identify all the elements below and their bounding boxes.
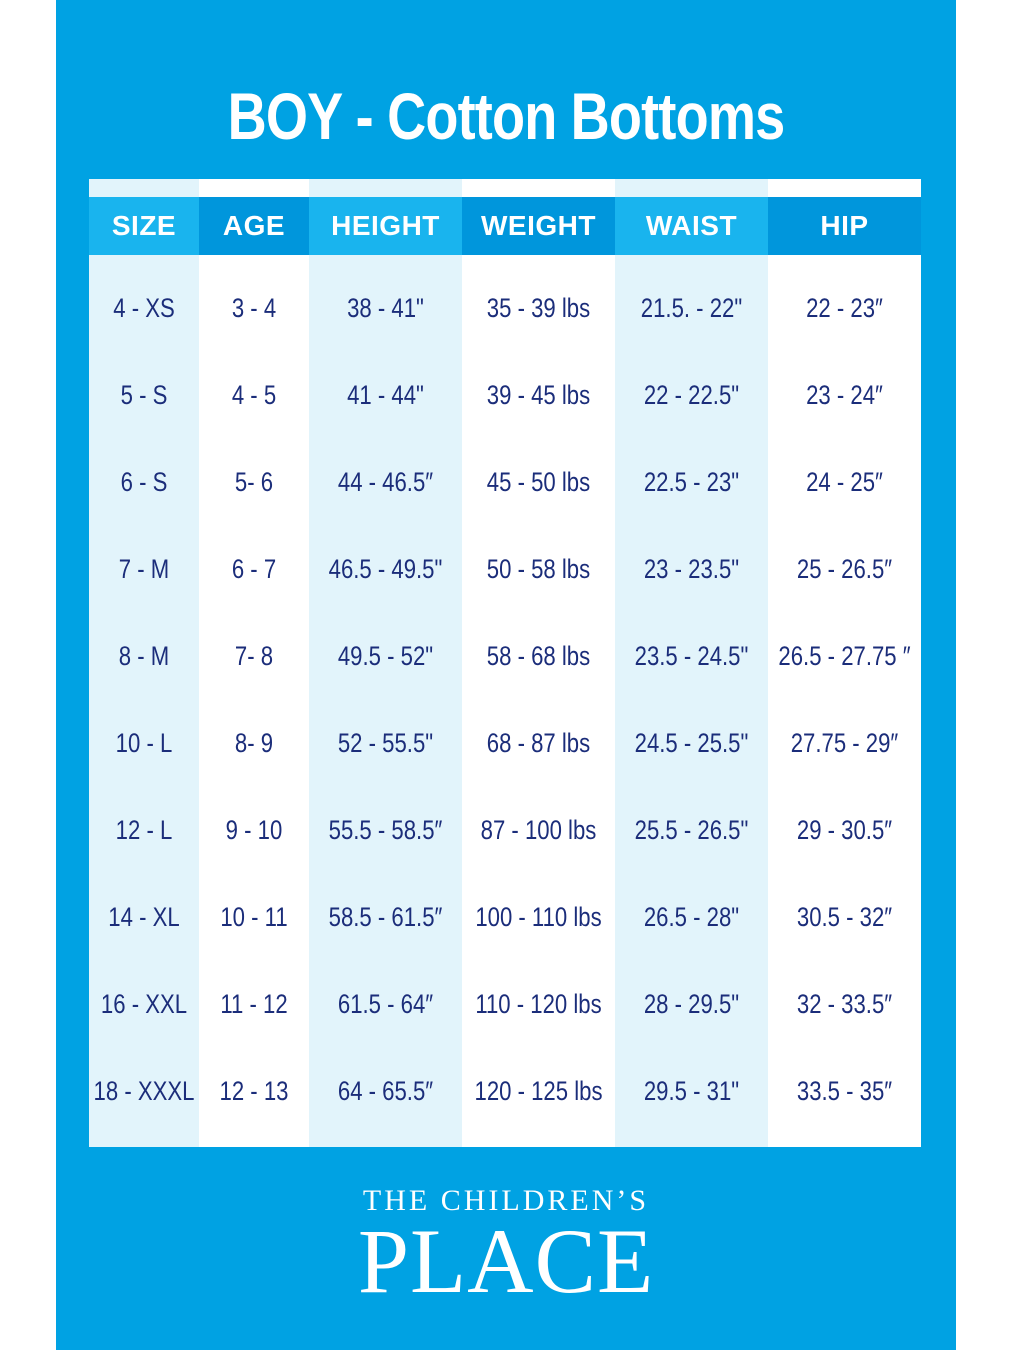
height-cell: 52 - 55.5" (337, 728, 434, 758)
weight-cell: 100 - 110 lbs (475, 902, 602, 932)
hip-cell: 22 - 23″ (806, 293, 883, 323)
waist-cell: 26.5 - 28" (643, 902, 740, 932)
size-cell: 16 - XXL (100, 989, 188, 1019)
age-cell: 12 - 13 (219, 1076, 289, 1106)
height-cell: 46.5 - 49.5" (328, 554, 443, 584)
brand-logo-line2: PLACE (357, 1210, 655, 1312)
size-table: SIZE 4 - XS 5 - S 6 - S 7 - M 8 - M 10 -… (89, 179, 921, 1147)
waist-values: 21.5. - 22" 22 - 22.5" 22.5 - 23" 23 - 2… (615, 255, 768, 1147)
waist-cell: 21.5. - 22" (640, 293, 743, 323)
weight-cell: 35 - 39 lbs (486, 293, 591, 323)
height-header: HEIGHT (309, 197, 462, 255)
waist-cell: 29.5 - 31" (643, 1076, 740, 1106)
waist-header: WAIST (615, 197, 768, 255)
age-cell: 10 - 11 (220, 902, 288, 932)
weight-cell: 45 - 50 lbs (486, 467, 591, 497)
waist-cell: 23 - 23.5" (643, 554, 740, 584)
chart-title: BOY - Cotton Bottoms (227, 79, 786, 153)
header-strip (768, 179, 921, 197)
size-cell: 6 - S (120, 467, 168, 497)
weight-cell: 50 - 58 lbs (486, 554, 591, 584)
weight-cell: 110 - 120 lbs (475, 989, 602, 1019)
hip-cell: 30.5 - 32″ (796, 902, 893, 932)
header-strip (615, 179, 768, 197)
height-cell: 44 - 46.5″ (337, 467, 434, 497)
height-values: 38 - 41" 41 - 44" 44 - 46.5″ 46.5 - 49.5… (309, 255, 462, 1147)
size-cell: 4 - XS (113, 293, 175, 323)
waist-cell: 28 - 29.5" (643, 989, 740, 1019)
height-cell: 58.5 - 61.5″ (328, 902, 443, 932)
height-cell: 55.5 - 58.5″ (328, 815, 443, 845)
size-cell: 7 - M (118, 554, 170, 584)
waist-cell: 22.5 - 23" (643, 467, 740, 497)
waist-cell: 22 - 22.5" (643, 380, 740, 410)
weight-cell: 39 - 45 lbs (486, 380, 591, 410)
size-cell: 18 - XXXL (93, 1076, 195, 1106)
size-cell: 12 - L (115, 815, 173, 845)
height-cell: 64 - 65.5″ (337, 1076, 434, 1106)
header-strip (462, 179, 615, 197)
weight-cell: 120 - 125 lbs (474, 1076, 603, 1106)
age-cell: 9 - 10 (225, 815, 283, 845)
size-cell: 10 - L (115, 728, 173, 758)
age-cell: 6 - 7 (231, 554, 277, 584)
hip-values: 22 - 23″ 23 - 24″ 24 - 25″ 25 - 26.5″ 26… (768, 255, 921, 1147)
age-column: AGE 3 - 4 4 - 5 5- 6 6 - 7 7- 8 8- 9 9 -… (199, 179, 309, 1147)
weight-cell: 58 - 68 lbs (486, 641, 591, 671)
size-header: SIZE (89, 197, 199, 255)
age-cell: 7- 8 (234, 641, 274, 671)
weight-cell: 68 - 87 lbs (486, 728, 591, 758)
hip-column: HIP 22 - 23″ 23 - 24″ 24 - 25″ 25 - 26.5… (768, 179, 921, 1147)
hip-cell: 23 - 24″ (806, 380, 883, 410)
height-column: HEIGHT 38 - 41" 41 - 44" 44 - 46.5″ 46.5… (309, 179, 462, 1147)
size-cell: 14 - XL (108, 902, 180, 932)
age-cell: 3 - 4 (231, 293, 277, 323)
weight-cell: 87 - 100 lbs (480, 815, 597, 845)
height-cell: 61.5 - 64″ (337, 989, 434, 1019)
weight-values: 35 - 39 lbs 39 - 45 lbs 45 - 50 lbs 50 -… (462, 255, 615, 1147)
height-cell: 49.5 - 52" (337, 641, 434, 671)
age-header: AGE (199, 197, 309, 255)
waist-cell: 24.5 - 25.5" (634, 728, 749, 758)
hip-cell: 32 - 33.5″ (796, 989, 893, 1019)
height-cell: 41 - 44" (347, 380, 424, 410)
hip-cell: 29 - 30.5″ (796, 815, 893, 845)
age-cell: 4 - 5 (231, 380, 277, 410)
age-cell: 8- 9 (234, 728, 274, 758)
weight-header: WEIGHT (462, 197, 615, 255)
size-cell: 5 - S (120, 380, 168, 410)
size-cell: 8 - M (118, 641, 170, 671)
waist-cell: 25.5 - 26.5" (634, 815, 749, 845)
waist-column: WAIST 21.5. - 22" 22 - 22.5" 22.5 - 23" … (615, 179, 768, 1147)
header-strip (89, 179, 199, 197)
brand-logo-line1: THE CHILDREN’S (362, 1184, 650, 1217)
hip-cell: 33.5 - 35″ (796, 1076, 893, 1106)
height-cell: 38 - 41" (347, 293, 424, 323)
hip-cell: 25 - 26.5″ (796, 554, 893, 584)
hip-cell: 24 - 25″ (806, 467, 883, 497)
size-values: 4 - XS 5 - S 6 - S 7 - M 8 - M 10 - L 12… (89, 255, 199, 1147)
age-cell: 11 - 12 (220, 989, 288, 1019)
waist-cell: 23.5 - 24.5" (634, 641, 749, 671)
hip-cell: 27.75 - 29″ (790, 728, 899, 758)
size-chart-card: BOY - Cotton Bottoms SIZE 4 - XS 5 - S 6… (56, 0, 956, 1350)
size-column: SIZE 4 - XS 5 - S 6 - S 7 - M 8 - M 10 -… (89, 179, 199, 1147)
age-values: 3 - 4 4 - 5 5- 6 6 - 7 7- 8 8- 9 9 - 10 … (199, 255, 309, 1147)
age-cell: 5- 6 (234, 467, 274, 497)
header-strip (199, 179, 309, 197)
hip-cell: 26.5 - 27.75 ″ (778, 641, 911, 671)
hip-header: HIP (768, 197, 921, 255)
header-strip (309, 179, 462, 197)
weight-column: WEIGHT 35 - 39 lbs 39 - 45 lbs 45 - 50 l… (462, 179, 615, 1147)
